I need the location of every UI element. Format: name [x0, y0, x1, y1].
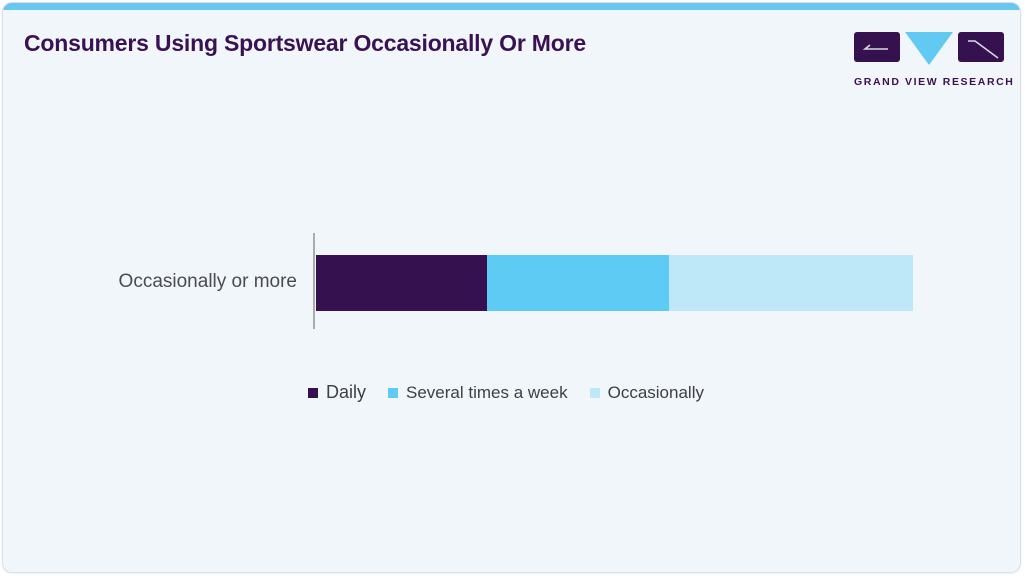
legend-swatch-daily — [308, 387, 318, 398]
legend-label-occasionally: Occasionally — [607, 382, 704, 402]
legend-label-daily: Daily — [326, 382, 367, 402]
chart-title: Consumers Using Sportswear Occasionally … — [24, 30, 586, 56]
legend-label-several-times-a-week: Several times a week — [406, 382, 568, 402]
plot-area: Occasionally or more Daily Several times… — [3, 3, 1020, 572]
legend-swatch-occasionally — [589, 387, 600, 398]
card-top-accent-bar — [3, 3, 1020, 10]
y-axis-line — [313, 233, 315, 329]
bar-segment-occasionally — [668, 255, 913, 311]
bar-segment-daily — [316, 255, 487, 311]
category-label: Occasionally or more — [118, 271, 297, 292]
gvr-logo-text: GRAND VIEW RESEARCH — [854, 76, 1015, 88]
legend-item-daily: Daily — [308, 382, 366, 403]
legend-item-several-times-a-week: Several times a week — [388, 383, 568, 403]
legend-item-occasionally: Occasionally — [589, 382, 704, 403]
gvr-logo-icon — [854, 32, 1004, 65]
gvr-logo: GRAND VIEW RESEARCH — [854, 29, 1015, 88]
legend: Daily Several times a week Occasionally — [308, 382, 704, 403]
legend-swatch-several-times-a-week — [388, 387, 399, 398]
stacked-bar — [316, 255, 913, 311]
bar-segment-several-times-a-week — [486, 255, 669, 311]
